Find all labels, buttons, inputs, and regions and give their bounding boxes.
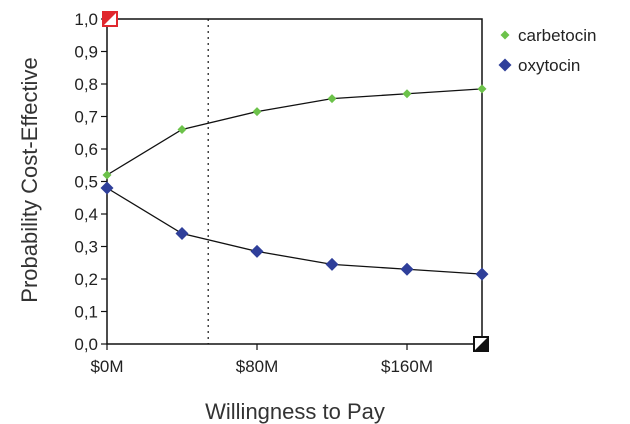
y-axis-title: Probability Cost-Effective [17, 57, 42, 302]
carbetocin-point [477, 84, 487, 94]
carbetocin-point [102, 170, 112, 180]
oxytocin-point [100, 181, 114, 195]
carbetocin-point [327, 94, 337, 104]
x-tick-label: $0M [90, 357, 123, 376]
legend: carbetocin oxytocin [498, 26, 596, 75]
y-tick-label: 0,7 [74, 108, 98, 127]
y-axis-ticks: 0,0 0,1 0,2 0,3 0,4 0,5 0,6 0,7 0,8 0,9 1,0 [74, 10, 107, 354]
oxytocin-point [475, 267, 489, 281]
series-lines [106, 88, 483, 275]
oxytocin-line [106, 187, 483, 275]
carbetocin-line [106, 88, 483, 176]
y-tick-label: 0,9 [74, 43, 98, 62]
y-tick-label: 0,0 [74, 335, 98, 354]
y-tick-label: 0,2 [74, 270, 98, 289]
y-tick-label: 0,4 [74, 205, 98, 224]
oxytocin-point [400, 262, 414, 276]
y-tick-label: 0,6 [74, 140, 98, 159]
x-tick-label: $160M [381, 357, 433, 376]
carbetocin-point [177, 125, 187, 134]
y-tick-label: 0,1 [74, 303, 98, 322]
oxytocin-point [250, 244, 264, 258]
oxytocin-point [175, 227, 189, 240]
series-points [100, 84, 489, 281]
carbetocin-legend-swatch [500, 30, 510, 40]
y-tick-label: 0,5 [74, 173, 98, 192]
x-axis-ticks: $0M $80M $160M [90, 344, 433, 376]
top-left-marker-fill-icon [103, 12, 117, 26]
y-tick-label: 1,0 [74, 10, 98, 29]
carbetocin-point [402, 89, 412, 99]
oxytocin-legend-swatch [498, 58, 512, 72]
carbetocin-point [252, 107, 262, 117]
bottom-right-marker-fill-icon [474, 337, 488, 351]
carbetocin-legend-label: carbetocin [518, 26, 596, 45]
oxytocin-point [325, 257, 339, 271]
plot-area [106, 18, 483, 345]
y-tick-label: 0,8 [74, 75, 98, 94]
x-tick-label: $80M [236, 357, 279, 376]
y-tick-label: 0,3 [74, 238, 98, 257]
oxytocin-legend-label: oxytocin [518, 56, 580, 75]
x-axis-title: Willingness to Pay [205, 399, 385, 424]
